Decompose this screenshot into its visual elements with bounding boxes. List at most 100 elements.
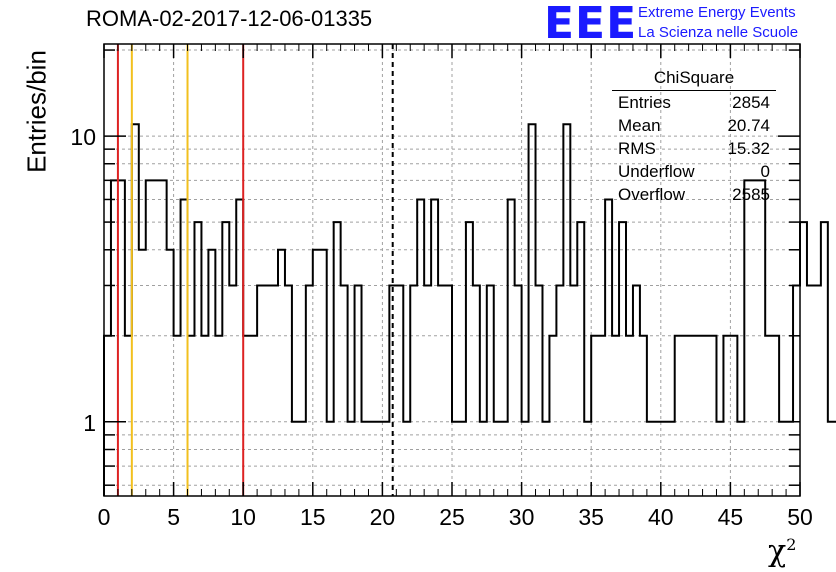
x-tick-label: 10 [230,504,256,530]
histogram-bin [188,336,195,496]
histogram-bin [313,250,320,496]
histogram-bin [758,180,765,496]
histogram-bin [362,422,369,496]
histogram-bin [174,336,181,496]
histogram-bin [341,285,348,496]
histogram-bin [271,285,278,496]
histogram-bin [327,422,334,496]
logo-line-1: Extreme Energy Events [638,4,796,21]
y-axis-label: Entries/bin [21,50,52,173]
histogram-bin [466,222,473,496]
histogram-bin [194,222,201,496]
histogram-bin [417,199,424,496]
histogram-bin [459,422,466,496]
x-tick-label: 40 [648,504,674,530]
histogram-bin [675,336,682,496]
histogram-bin [299,422,306,496]
histogram-bin [201,336,208,496]
histogram-bin [536,285,543,496]
logo-line-2: La Scienza nelle Scuole [638,24,799,41]
histogram-bin [410,285,417,496]
histogram-bin [215,336,222,496]
histogram-bin [118,180,125,496]
histogram-bin [278,250,285,496]
x-axis-label-sup: 2 [786,535,797,554]
histogram-bin [619,222,626,496]
histogram-bin [793,285,800,496]
x-tick-label: 45 [718,504,744,530]
y-tick-label: 10 [70,124,96,150]
histogram-bin [549,336,556,496]
histogram-bin [494,422,501,496]
histogram-bin [584,422,591,496]
histogram-bin [598,336,605,496]
stat-label-overflow: Overflow [618,185,686,204]
histogram-bin [181,199,188,496]
histogram-bin [737,422,744,496]
histogram-bin [661,422,668,496]
histogram-bin [375,422,382,496]
histogram-bin [396,285,403,496]
histogram-bin [285,285,292,496]
x-tick-label: 20 [370,504,396,530]
histogram-bin [139,250,146,496]
histogram-bin [689,336,696,496]
histogram-bin [229,285,236,496]
histogram-bin [334,222,341,496]
histogram-bin [577,222,584,496]
stat-label-rms: RMS [618,139,656,158]
logo-mark: EEE [544,0,638,49]
y-tick-label: 1 [83,410,96,436]
histogram-bin [487,285,494,496]
histogram-bin [236,199,243,496]
histogram-bin [612,336,619,496]
histogram-bin [431,199,438,496]
stat-value-rms: 15.32 [727,139,770,158]
x-tick-label: 30 [509,504,535,530]
histogram-bin [542,422,549,496]
x-tick-label: 5 [167,504,180,530]
histogram-bin [807,285,814,496]
histogram-bin [765,336,772,496]
histogram-bin [452,422,459,496]
histogram-bin [682,336,689,496]
x-tick-label: 35 [578,504,604,530]
x-tick-label: 50 [787,504,813,530]
histogram-bin [243,336,250,496]
stat-label-underflow: Underflow [618,162,695,181]
histogram-bin [257,285,264,496]
histogram-bin [723,336,730,496]
histogram-bin [716,422,723,496]
histogram-bin [382,422,389,496]
histogram-bin [633,285,640,496]
histogram-bin [654,422,661,496]
histogram-bin [751,180,758,496]
histogram-bin [772,336,779,496]
histogram-bin [703,336,710,496]
histogram-bin [264,285,271,496]
histogram-bin [744,180,751,496]
histogram-bin [160,180,167,496]
stat-label-mean: Mean [618,116,661,135]
histogram-bin [522,422,529,496]
axes [103,43,801,497]
tick-labels: 0 5 10 15 20 25 30 35 40 45 50 1 10 [70,124,812,530]
histogram-bin [208,250,215,496]
histogram-bin [668,422,675,496]
histogram-bin [111,180,118,496]
histogram-bin [828,422,835,496]
histogram-bin [730,336,737,496]
histogram-bin [368,422,375,496]
histogram-bin [779,422,786,496]
x-axis-label-base: χ [768,534,787,569]
histogram-bin [821,222,828,496]
histogram-bin [424,285,431,496]
stat-label-entries: Entries [618,93,671,112]
histogram-bin [438,285,445,496]
stat-value-underflow: 0 [760,162,770,181]
x-tick-label: 25 [439,504,465,530]
histogram-bin [153,180,160,496]
histogram-bin [529,124,536,496]
histogram-bin [167,250,174,496]
